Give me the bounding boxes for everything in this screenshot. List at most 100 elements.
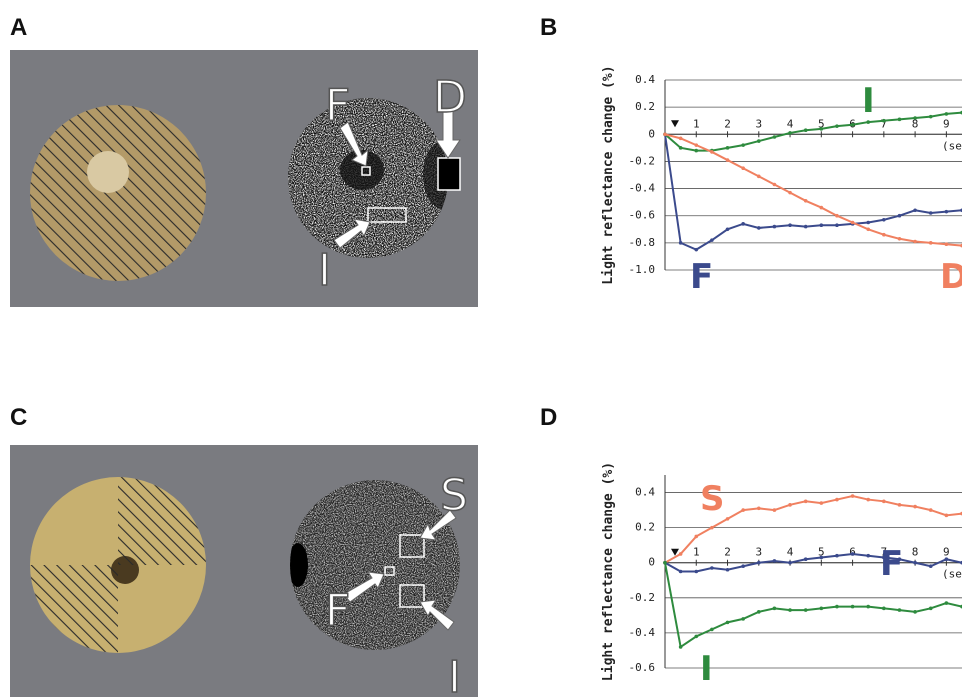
data-point (882, 499, 886, 504)
data-point (756, 560, 761, 565)
series-line (664, 552, 962, 573)
data-point (866, 227, 871, 232)
data-point (725, 146, 730, 150)
data-point (694, 143, 699, 147)
x-tick-label: 4 (787, 117, 794, 130)
data-point (850, 220, 855, 225)
y-tick-label: 0 (648, 556, 655, 569)
data-point (819, 501, 824, 505)
x-tick-label: 3 (755, 546, 762, 559)
data-point (772, 224, 777, 229)
data-point (710, 150, 714, 154)
x-tick-label: 9 (943, 117, 950, 130)
data-point (882, 555, 886, 560)
data-point (803, 557, 808, 562)
data-point (678, 552, 683, 556)
image-label: I (318, 245, 331, 296)
data-point (694, 534, 699, 539)
data-point (710, 525, 714, 530)
data-point (928, 114, 933, 119)
y-tick-label: 0.4 (635, 486, 655, 499)
arrow (435, 107, 461, 159)
data-point (866, 604, 871, 609)
data-point (944, 601, 949, 605)
roi (367, 207, 407, 223)
data-point (788, 560, 792, 565)
x-tick-label: 5 (818, 117, 825, 130)
data-point (772, 135, 777, 139)
data-point (835, 553, 839, 558)
data-point (788, 503, 792, 507)
data-point (882, 606, 886, 611)
data-point (819, 205, 824, 210)
arrow (343, 571, 385, 603)
panel-letter: A (10, 14, 27, 41)
series-line (664, 133, 962, 247)
x-tick-label: 4 (787, 546, 794, 559)
x-tick-label: 3 (755, 117, 762, 130)
data-point (819, 606, 824, 611)
data-point (928, 564, 933, 569)
data-point (913, 116, 917, 120)
series-line (664, 111, 962, 152)
data-point (897, 213, 902, 218)
x-tick-label: 7 (881, 546, 888, 559)
roi (399, 534, 425, 558)
data-point (663, 132, 667, 137)
x-axis-label: (sec (942, 139, 962, 152)
series-label: F (690, 257, 713, 297)
arrow (419, 599, 455, 631)
series-label: F (880, 544, 903, 584)
data-point (944, 242, 949, 247)
data-point (694, 148, 699, 153)
x-tick-label: 1 (693, 546, 700, 559)
data-point (944, 112, 949, 116)
panel-letter: D (540, 404, 557, 431)
data-point (710, 238, 714, 242)
x-axis-label: (sec (942, 568, 962, 581)
data-point (913, 208, 917, 213)
roi (399, 584, 425, 608)
data-point (772, 182, 777, 187)
data-point (850, 604, 855, 609)
x-tick-label: 5 (818, 546, 825, 559)
data-point (756, 226, 761, 230)
x-tick-label: 8 (912, 117, 919, 130)
y-axis-label: Light reflectance change (%) (601, 65, 616, 284)
data-point (850, 552, 855, 556)
roi (361, 166, 371, 176)
data-point (928, 606, 933, 611)
data-point (944, 557, 949, 562)
data-point (756, 610, 761, 614)
data-point (772, 606, 777, 611)
image-label: F (325, 80, 350, 131)
series-label: S (700, 479, 725, 519)
optic-disc (87, 151, 129, 193)
data-point (866, 497, 871, 502)
data-point (928, 508, 933, 512)
data-point (694, 247, 699, 252)
series-line (664, 562, 962, 649)
data-point (678, 645, 683, 649)
start-marker (671, 548, 679, 556)
data-point (710, 566, 714, 570)
y-tick-label: -1.0 (629, 263, 656, 276)
data-point (725, 620, 730, 625)
series-line (664, 134, 962, 251)
y-axis-label: Light reflectance change (%) (601, 462, 616, 681)
data-point (835, 124, 839, 128)
data-point (850, 122, 855, 127)
data-point (788, 131, 792, 135)
y-tick-label: 0.4 (635, 73, 655, 86)
roi (384, 566, 395, 576)
image-label: I (448, 652, 461, 697)
data-point (756, 174, 761, 179)
data-point (866, 553, 871, 558)
data-point (819, 127, 824, 131)
data-point (694, 569, 699, 574)
data-point (741, 564, 745, 569)
data-point (850, 494, 855, 498)
data-point (756, 506, 761, 511)
data-point (741, 222, 745, 226)
hatch (30, 105, 206, 281)
